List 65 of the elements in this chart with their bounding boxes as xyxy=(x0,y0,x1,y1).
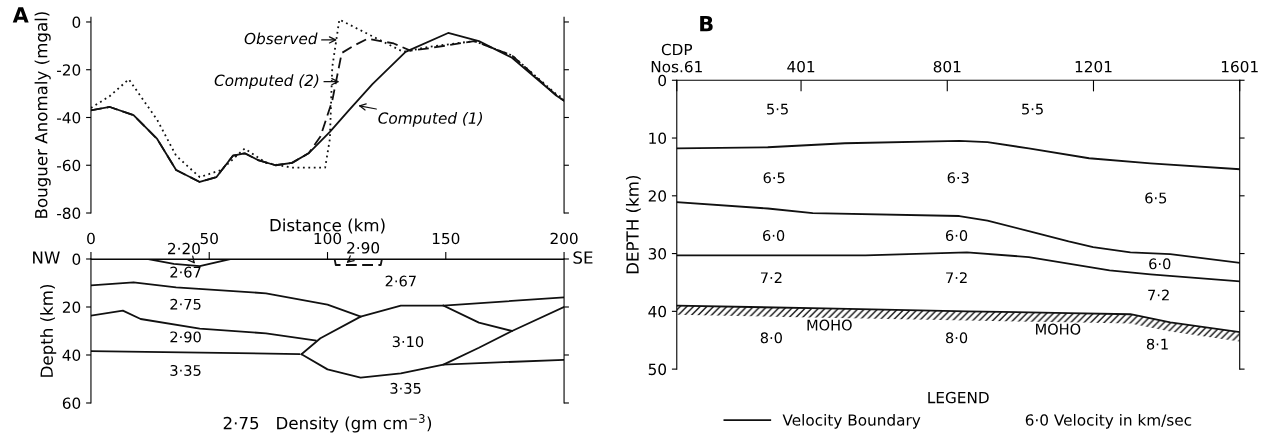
y-tick-label: 0 xyxy=(72,16,81,28)
chart-title: A xyxy=(12,7,29,23)
y-tick-label: 60 xyxy=(62,397,81,410)
y-tick-label: 20 xyxy=(62,301,81,314)
annotation: 6·0 xyxy=(1149,258,1171,270)
y-tick-label: 20 xyxy=(648,190,667,202)
annotation: 2·67 xyxy=(385,275,416,287)
annotation: MOHO xyxy=(807,319,852,331)
text: 6·0 Velocity in km/sec xyxy=(1025,413,1192,429)
x-tick-label: 801 xyxy=(933,60,961,73)
y-tick-label: 40 xyxy=(62,349,81,362)
annotation: 6·0 xyxy=(945,230,968,242)
x-tick-label: 1601 xyxy=(1221,60,1258,73)
annotation: 6·3 xyxy=(947,172,969,184)
y-tick-label: -20 xyxy=(57,64,81,76)
annotation: SE xyxy=(573,251,593,264)
annotation: 2·75 xyxy=(170,298,201,310)
x-axis-title: 2·75 Density (gm cm$^{−3}$) xyxy=(223,414,432,433)
annotation: 2·90 xyxy=(347,242,380,254)
x-tick-label: 0 xyxy=(87,232,95,245)
x-tick-label: 1201 xyxy=(1075,60,1112,73)
y-tick-label: -80 xyxy=(57,207,81,220)
x-tick-label: CDP Nos.61 xyxy=(651,43,702,73)
annotation: 8·0 xyxy=(760,332,782,344)
annotation: 2·67 xyxy=(170,266,201,278)
y-tick-label: 30 xyxy=(648,248,667,260)
annotation: 6·0 xyxy=(763,230,785,242)
annotation: 7·2 xyxy=(1148,289,1169,301)
legend-label: Velocity Boundary xyxy=(782,413,921,429)
y-tick-label: -40 xyxy=(57,111,81,124)
x-tick-label: 200 xyxy=(550,232,578,245)
y-axis-title: Bouguer Anomaly (mgal) xyxy=(34,12,51,218)
annotation: 2·90 xyxy=(170,331,201,343)
y-tick-label: 10 xyxy=(649,132,667,145)
y-tick-label: 50 xyxy=(648,363,667,376)
y-axis-title: Depth (km) xyxy=(40,284,57,377)
annotation: 3·35 xyxy=(390,382,421,394)
annotation: 5·5 xyxy=(767,103,788,115)
annotation: 6·5 xyxy=(763,172,785,184)
x-axis-title: Distance (km) xyxy=(270,218,385,234)
annotation: 5·5 xyxy=(1022,103,1043,115)
annotation: 3·35 xyxy=(170,364,201,376)
annotation: 8·0 xyxy=(945,332,968,344)
y-tick-label: -60 xyxy=(57,159,81,172)
annotation: 8·1 xyxy=(1146,338,1168,350)
y-tick-label: 0 xyxy=(72,253,81,266)
annotation: MOHO xyxy=(1036,323,1081,335)
annotation: NW xyxy=(33,251,60,264)
chart-title: B xyxy=(700,16,713,32)
x-tick-label: 401 xyxy=(787,60,815,73)
annotation: 6·5 xyxy=(1145,192,1167,204)
legend-title: LEGEND xyxy=(928,391,989,404)
x-tick-label: 50 xyxy=(200,232,218,245)
x-tick-label: 100 xyxy=(314,232,342,245)
y-tick-label: 0 xyxy=(658,74,667,87)
annotation: Computed (1) xyxy=(378,112,483,127)
annotation: Computed (2) xyxy=(214,74,319,90)
annotation: 7·2 xyxy=(760,272,782,284)
y-tick-label: 40 xyxy=(648,305,667,318)
annotation: 2·20 xyxy=(168,242,200,255)
annotation: 7·2 xyxy=(946,272,967,284)
annotation: 3·10 xyxy=(392,336,424,348)
x-tick-label: 150 xyxy=(432,232,460,245)
annotation: Observed xyxy=(244,32,318,45)
y-axis-title: DEPTH (km) xyxy=(625,175,641,274)
